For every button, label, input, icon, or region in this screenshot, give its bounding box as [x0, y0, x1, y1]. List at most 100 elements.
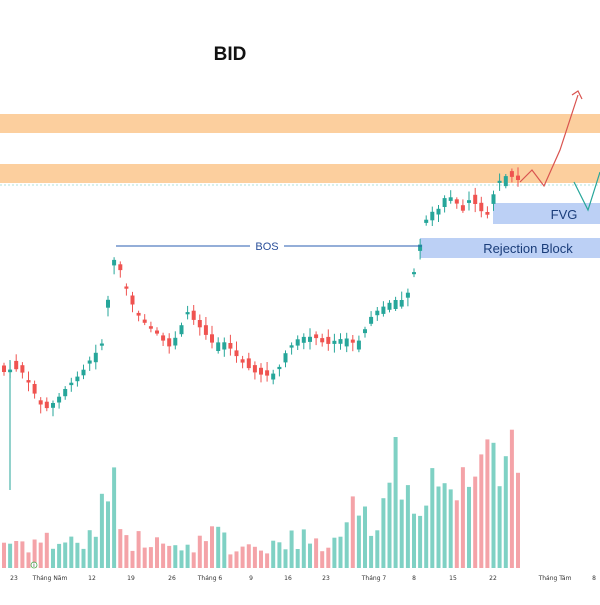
candle-body [173, 337, 178, 346]
candle-body [167, 338, 172, 347]
x-tick-label: 19 [127, 575, 135, 582]
volume-bar [442, 483, 447, 568]
volume-bar [252, 546, 257, 568]
candle-body [185, 312, 190, 315]
volume-bar [387, 482, 392, 568]
volume-bar [393, 437, 398, 568]
time-marker-icon [30, 561, 38, 569]
candle-body [191, 310, 196, 320]
candle-body [155, 330, 159, 334]
zones-layer [0, 114, 600, 258]
volume-bar [473, 476, 478, 568]
candle-body [44, 401, 49, 409]
volume-bar [381, 498, 386, 568]
candle-body [26, 380, 31, 383]
candle-body [2, 365, 6, 372]
candle-body [136, 312, 141, 316]
candle-body [448, 197, 453, 201]
candle-body [485, 212, 490, 215]
volume-bar [326, 547, 331, 568]
candle-body [399, 300, 404, 307]
candle-body [32, 384, 37, 394]
volume-bar [38, 542, 43, 568]
candle-body [197, 320, 202, 328]
volume-bar [491, 442, 496, 568]
time-marker-label: i [33, 562, 35, 569]
candle-body [393, 300, 398, 309]
volume-bar [124, 535, 129, 568]
x-tick-label: Tháng 7 [361, 575, 387, 582]
volume-bar [155, 537, 159, 568]
volume-bar [87, 530, 92, 568]
candle-body [387, 302, 392, 310]
volume-bar [485, 439, 490, 568]
chart-title: BID [214, 44, 247, 65]
candle-body [259, 367, 263, 375]
volume-bar [350, 496, 355, 568]
volume-bar [448, 489, 453, 568]
volume-bar [99, 493, 104, 568]
volume-bar [44, 532, 49, 568]
candle-body [130, 295, 135, 305]
volume-bar [69, 536, 74, 568]
x-tick-label: 23 [322, 575, 330, 582]
volume-bar [191, 552, 196, 568]
candle-body [99, 343, 104, 346]
rejection-block-zone [420, 238, 600, 258]
candle-body [240, 359, 245, 363]
volume-bar [509, 429, 514, 568]
candle-body [14, 360, 19, 370]
candle-body [69, 382, 74, 386]
candle-body [283, 353, 288, 363]
volume-bar [467, 486, 471, 568]
candle-body [326, 336, 331, 344]
volume-bar [314, 538, 319, 568]
candle-body [308, 336, 312, 342]
x-tick-label: Tháng Tám [538, 575, 572, 582]
volume-bar [295, 549, 300, 568]
candle-body [271, 373, 276, 380]
volume-bar [228, 554, 233, 568]
candle-body [81, 369, 86, 376]
candle-body [63, 389, 68, 397]
candle-body [344, 338, 349, 347]
candle-body [179, 325, 184, 335]
volume-bar [460, 467, 465, 568]
candle-body [112, 259, 117, 266]
volume-bar [479, 454, 484, 568]
candle-body [216, 342, 221, 351]
volume-bar [430, 468, 435, 568]
volume-bar [436, 486, 441, 568]
candle-body [473, 194, 478, 204]
candle-body [405, 292, 410, 298]
candle-body [509, 171, 514, 177]
volume-bar [148, 547, 153, 568]
volume-bar [503, 456, 508, 568]
candle-body [38, 400, 43, 405]
candle-body [332, 340, 337, 344]
candle-body [491, 194, 496, 204]
x-tick-label: 8 [412, 575, 416, 582]
volume-bar [130, 550, 135, 568]
volume-bar [63, 542, 68, 568]
volume-bar [173, 545, 178, 568]
volume-bar [197, 535, 202, 568]
candle-body [210, 334, 214, 343]
overlays-layer: BOS FVG Rejection Block [116, 90, 600, 256]
volume-bar [265, 553, 270, 568]
candle-body [289, 345, 294, 348]
volume-bar [283, 549, 288, 568]
candle-body [497, 180, 502, 183]
volume-bar [412, 513, 416, 568]
candle-body [203, 325, 208, 335]
bullish-projection-path [519, 94, 579, 188]
volume-bar [161, 543, 166, 568]
candle-body [460, 205, 465, 211]
volume-bar [106, 501, 110, 568]
x-tick-label: Tháng 6 [197, 575, 223, 582]
volume-bar [259, 550, 263, 568]
candle-body [106, 299, 110, 308]
x-tick-label: 12 [88, 575, 96, 582]
volume-bar [308, 543, 312, 568]
